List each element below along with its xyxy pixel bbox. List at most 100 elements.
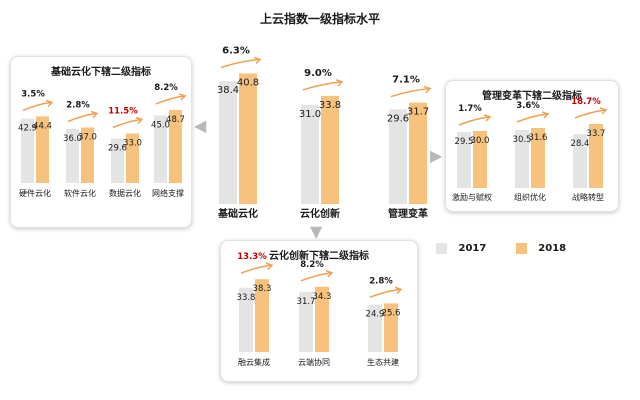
growth-arrow-icon xyxy=(574,109,606,119)
bar-2018 xyxy=(81,127,94,183)
bar-2017 xyxy=(301,104,319,204)
growth-arrow-head-icon xyxy=(265,262,274,270)
growth-label: 3.6% xyxy=(516,101,540,111)
legend: 2017 2018 xyxy=(436,243,566,255)
category-label: 基础云化 xyxy=(217,207,258,220)
value-label-2017: 28.4 xyxy=(571,139,590,149)
legend-swatch-2018 xyxy=(515,243,527,254)
growth-arrow-icon xyxy=(240,264,272,274)
bar-2018 xyxy=(36,116,49,183)
value-label-2017: 33.8 xyxy=(237,293,256,303)
left-arrow-icon: ◀ xyxy=(194,116,207,135)
bar-2018 xyxy=(255,279,269,352)
legend-swatch-2017 xyxy=(436,243,447,254)
value-label-2018: 30.0 xyxy=(471,136,490,146)
growth-arrow-icon xyxy=(22,101,52,112)
bar-2017 xyxy=(154,115,167,183)
value-label-2017: 38.4 xyxy=(217,85,239,96)
category-label: 软件云化 xyxy=(64,188,96,198)
growth-label: 1.7% xyxy=(458,104,482,114)
value-label-2018: 33.8 xyxy=(319,100,341,111)
growth-label: 9.0% xyxy=(304,68,332,79)
value-label-2017: 36.0 xyxy=(63,134,82,144)
bar-2017 xyxy=(389,109,407,204)
bar-2018 xyxy=(315,286,329,352)
bar-2017 xyxy=(21,118,34,183)
category-label: 战略转型 xyxy=(572,192,604,202)
growth-arrow-head-icon xyxy=(483,114,492,122)
value-label-2017: 45.0 xyxy=(151,121,170,131)
growth-arrow-head-icon xyxy=(178,93,187,101)
growth-arrow-icon xyxy=(300,272,332,282)
growth-arrow-icon xyxy=(220,58,260,69)
bar-2017 xyxy=(219,81,237,204)
category-label: 数据云化 xyxy=(109,188,141,198)
panel-title-management-reform: 管理变革下辖二级指标 xyxy=(482,91,582,102)
growth-label: 3.5% xyxy=(21,89,45,99)
bar-2018 xyxy=(384,303,398,352)
growth-arrow-head-icon xyxy=(394,286,403,294)
growth-arrow-icon xyxy=(369,288,401,299)
bar-2018 xyxy=(473,131,487,188)
bar-2018 xyxy=(169,109,182,183)
bar-2018 xyxy=(126,133,139,183)
value-label-2018: 31.6 xyxy=(529,133,548,143)
growth-arrow-head-icon xyxy=(253,56,262,64)
value-label-2018: 33.0 xyxy=(123,139,142,149)
value-label-2018: 37.0 xyxy=(78,133,97,143)
right-arrow-icon: ▶ xyxy=(430,146,443,165)
growth-arrow-icon xyxy=(390,87,430,98)
growth-label: 18.7% xyxy=(571,97,601,107)
category-label: 云端协同 xyxy=(298,357,330,367)
growth-label: 7.1% xyxy=(392,75,420,86)
category-label: 管理变革 xyxy=(388,207,428,220)
growth-arrow-icon xyxy=(112,118,142,129)
category-label: 融云集成 xyxy=(238,357,270,367)
value-label-2018: 40.8 xyxy=(237,77,259,88)
category-label: 激励与赋权 xyxy=(452,192,492,202)
value-label-2017: 29.6 xyxy=(108,144,127,154)
bar-2018 xyxy=(589,123,603,188)
panel-title-basic-cloud: 基础云化下辖二级指标 xyxy=(51,67,151,78)
bar-2017 xyxy=(573,134,587,188)
value-label-2017: 29.5 xyxy=(455,137,474,147)
growth-arrow-head-icon xyxy=(90,110,99,119)
value-label-2018: 48.7 xyxy=(166,115,185,125)
value-label-2017: 30.5 xyxy=(513,135,532,145)
bar-2017 xyxy=(515,130,529,188)
value-label-2018: 44.4 xyxy=(33,121,52,131)
value-label-2017: 31.7 xyxy=(297,297,316,307)
bar-2018 xyxy=(239,73,257,204)
value-label-2017: 42.9 xyxy=(18,124,37,134)
bar-2017 xyxy=(239,287,253,352)
growth-arrow-head-icon xyxy=(335,79,344,87)
bar-2017 xyxy=(111,138,124,183)
growth-label: 6.3% xyxy=(222,45,250,56)
growth-arrow-head-icon xyxy=(45,99,54,107)
bar-2017 xyxy=(299,291,313,352)
bar-2018 xyxy=(321,95,339,204)
growth-arrow-icon xyxy=(155,95,185,105)
category-label: 生态共建 xyxy=(367,357,399,367)
legend-label-2018: 2018 xyxy=(538,243,567,254)
value-label-2018: 25.6 xyxy=(382,308,401,318)
value-label-2017: 31.0 xyxy=(299,109,321,120)
category-label: 网络支撑 xyxy=(152,188,184,198)
panel-title-cloud-innovation: 云化创新下辖二级指标 xyxy=(269,251,369,262)
bar-2018 xyxy=(409,102,427,204)
growth-label: 8.2% xyxy=(300,260,324,270)
value-label-2018: 31.7 xyxy=(407,107,429,118)
legend-label-2017: 2017 xyxy=(458,243,487,254)
value-label-2017: 24.9 xyxy=(366,310,385,320)
category-label: 硬件云化 xyxy=(19,188,51,198)
value-label-2017: 29.6 xyxy=(387,113,409,124)
growth-arrow-head-icon xyxy=(135,116,144,125)
growth-arrow-head-icon xyxy=(325,270,334,278)
growth-label: 2.8% xyxy=(369,276,393,286)
down-arrow-icon: ▼ xyxy=(310,222,323,241)
growth-arrow-icon xyxy=(516,113,548,123)
bar-2017 xyxy=(66,129,79,183)
growth-arrow-head-icon xyxy=(423,85,432,94)
growth-arrow-head-icon xyxy=(599,107,608,115)
